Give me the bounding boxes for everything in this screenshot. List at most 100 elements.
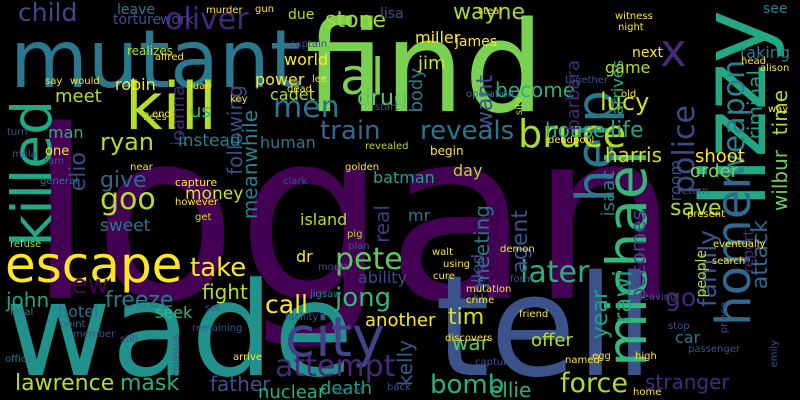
word-freeze: freeze xyxy=(105,288,174,313)
word-lucy: lucy xyxy=(600,88,650,116)
word-city: city xyxy=(285,305,385,369)
word-world: world xyxy=(284,50,329,69)
word-due: due xyxy=(288,7,315,23)
word-drug: drug xyxy=(357,86,408,111)
word-meet: meet xyxy=(55,86,102,107)
word-lee: lee xyxy=(312,74,328,85)
word-go: go xyxy=(665,283,697,312)
word-realizes: realizes xyxy=(127,44,174,58)
word-named: named xyxy=(565,355,600,366)
word-house: house xyxy=(545,118,606,142)
word-want: want xyxy=(473,75,498,130)
word-find: find xyxy=(305,0,545,141)
word-father: father xyxy=(210,372,271,396)
word-taking: taking xyxy=(740,43,791,62)
word-killed: killed xyxy=(0,100,64,247)
word-kill: kill xyxy=(125,70,217,145)
word-back: back xyxy=(387,382,411,393)
word-power: power xyxy=(255,70,305,89)
word-capture: capture xyxy=(175,176,218,189)
word-local: local xyxy=(10,307,34,318)
word-bruce: bruce xyxy=(518,112,627,156)
word-stop: stop xyxy=(668,321,690,332)
word-demon: demon xyxy=(500,244,535,255)
word-jigsaw: jigsaw xyxy=(310,289,342,300)
word-leave: leave xyxy=(117,2,155,18)
word-call: call xyxy=(265,290,308,319)
word-mask: mask xyxy=(120,371,180,396)
word-mutation: mutation xyxy=(466,284,512,295)
word-bomb: bomb xyxy=(430,370,505,400)
word-revealed: revealed xyxy=(365,141,409,152)
word-near: near xyxy=(130,162,153,173)
word-using: using xyxy=(443,259,471,270)
word-head: head xyxy=(741,56,766,67)
word-new: new xyxy=(55,270,109,300)
word-man: man xyxy=(48,123,84,142)
word-goo: goo xyxy=(100,182,156,217)
word-war: war xyxy=(452,331,489,355)
word-crime: crime xyxy=(466,295,495,306)
word-home: home xyxy=(633,387,662,398)
word-emily: emily xyxy=(769,340,780,368)
word-torture: torture xyxy=(113,12,162,28)
word-criminal: criminal xyxy=(743,70,767,151)
word-car: car xyxy=(675,328,701,347)
word-real: real xyxy=(370,205,394,243)
word-human: human xyxy=(260,133,316,152)
word-offer: offer xyxy=(531,330,573,351)
word-discovers: discovers xyxy=(445,333,493,344)
word-prince: prince xyxy=(719,302,730,334)
word-walt: walt xyxy=(432,247,454,258)
word-tell: tell xyxy=(435,246,654,400)
word-wayne: wayne xyxy=(453,0,525,25)
word-however: however xyxy=(175,197,218,208)
word-form: form xyxy=(510,274,534,285)
word-mola: mola xyxy=(12,149,37,160)
word-nuclear: nuclear xyxy=(258,382,326,400)
word-plan: plan xyxy=(348,241,370,252)
word-golden: golden xyxy=(345,162,380,173)
word-say: say xyxy=(45,76,63,87)
word-friend: friend xyxy=(519,309,549,320)
word-steal: steal xyxy=(478,6,503,17)
word-night: night xyxy=(618,22,644,33)
word-pete: pete xyxy=(335,242,403,277)
word-alison: alison xyxy=(760,63,790,74)
word-train: train xyxy=(320,116,381,146)
word-ryan: ryan xyxy=(100,128,154,156)
word-attempt: attempt xyxy=(275,349,396,384)
word-stone: stone xyxy=(325,8,387,33)
word-facility: facility xyxy=(285,312,319,323)
word-al: al xyxy=(340,48,385,106)
word-batman: batman xyxy=(373,168,435,187)
word-mr: mr xyxy=(408,206,431,225)
word-lisa: lisa xyxy=(380,6,404,22)
word-arrive: arrive xyxy=(233,352,263,363)
word-life: life xyxy=(610,118,644,143)
word-money: money xyxy=(185,184,244,204)
word-captain: captain xyxy=(290,39,328,50)
word-save: save xyxy=(670,196,722,221)
word-jong: jong xyxy=(335,283,392,313)
word-would: would xyxy=(70,76,100,87)
word-operation: operation xyxy=(466,89,515,100)
word-people: people xyxy=(694,250,710,298)
word-old: old xyxy=(621,89,637,100)
word-general: general xyxy=(40,176,79,187)
word-juan: juan xyxy=(190,81,212,92)
word-isaac: isaac xyxy=(598,170,619,217)
word-mutant: mutant xyxy=(10,13,302,106)
word-next: next xyxy=(632,45,664,61)
word-pig: pig xyxy=(347,229,363,240)
word-escape: escape xyxy=(5,236,183,294)
word-give: give xyxy=(100,168,147,193)
word-key: key xyxy=(230,94,248,105)
word-egg: egg xyxy=(592,351,611,362)
word-officer: officer xyxy=(5,354,37,365)
word-another: another xyxy=(365,310,436,331)
word-clark: clark xyxy=(283,176,308,187)
word-hotel: hotel xyxy=(58,302,99,321)
word-jim: jim xyxy=(418,53,446,74)
word-refuse: refuse xyxy=(10,239,42,250)
